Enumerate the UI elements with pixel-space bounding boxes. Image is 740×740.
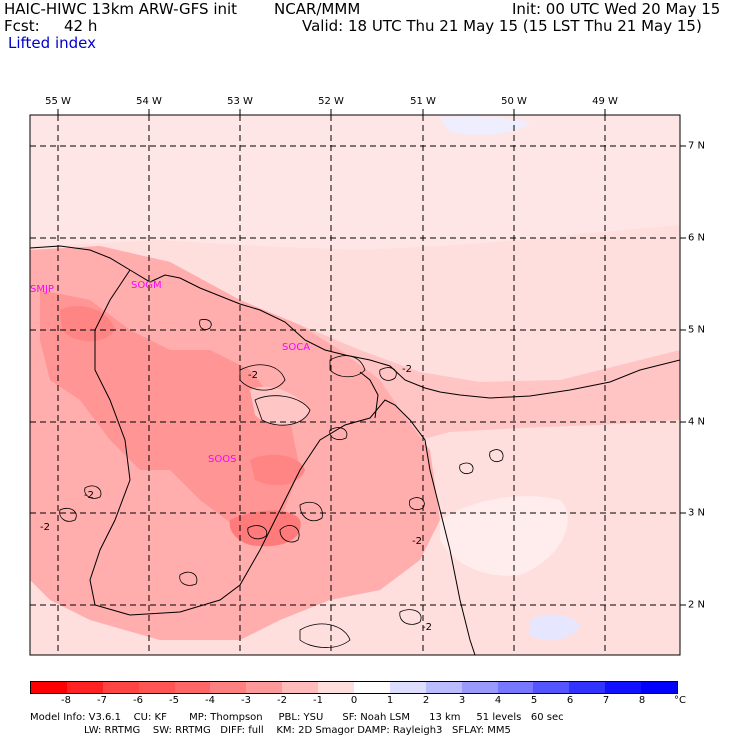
color-scale-label: 0 [350,695,358,706]
interior-fill [40,290,300,530]
lon-ticks [57,109,606,115]
lon-label-52w: 52 W [318,96,344,107]
lat-label-3n: 3 N [688,507,706,519]
color-scale-label: 7 [602,695,610,706]
valid-time: Valid: 18 UTC Thu 21 May 15 (15 LST Thu … [302,17,702,35]
color-scale-unit: °C [674,695,686,706]
weak-cell-2 [440,496,568,576]
color-scale-bar [30,681,678,694]
station-soos: SOOS [208,454,236,465]
color-scale-segment [31,682,67,693]
color-scale-label: -6 [133,695,143,706]
color-scale-segment [66,682,103,693]
color-scale-segment [282,682,319,693]
color-scale-segment [389,682,426,693]
color-scale-segment [246,682,283,693]
strong-cell-3 [60,306,115,342]
fcst-label: Fcst: [4,17,40,35]
grid-lines [30,115,680,655]
color-scale-segment [605,682,642,693]
lat-label-2n: 2 N [688,599,706,611]
station-soca: SOCA [282,342,310,353]
color-scale-label: -7 [97,695,107,706]
fcst-value: 42 h [64,17,98,35]
color-scale-label: 5 [530,695,538,706]
lat-label-5n: 5 N [688,324,706,336]
color-scale-label: -8 [61,695,71,706]
contour-label: -2 [402,364,412,375]
color-scale-segment [569,682,606,693]
lon-label-49w: 49 W [592,96,618,107]
color-scale-segment [354,682,390,693]
color-scale-label: -3 [241,695,251,706]
lon-label-54w: 54 W [136,96,162,107]
color-scale-label: -2 [277,695,287,706]
ocean-fill [30,115,680,250]
lat-ticks [680,145,686,606]
color-scale-label: 2 [422,695,430,706]
color-scale-segment [138,682,175,693]
station-smjp: SMJP [30,284,54,295]
model-info-line-1: Model Info: V3.6.1 CU: KF MP: Thompson P… [30,712,564,723]
low-index-patch [440,116,530,135]
field-name: Lifted index [8,34,96,52]
color-scale-label: -1 [313,695,323,706]
color-scale-segment [425,682,462,693]
coastlines [30,245,680,655]
color-scale-segment [210,682,247,693]
init-time: Init: 00 UTC Wed 20 May 15 [512,0,721,18]
station-sogm: SOGM [131,280,162,291]
contour-lines [59,319,504,648]
org-label: NCAR/MMM [274,0,361,18]
lat-label-6n: 6 N [688,232,706,244]
lon-label-50w: 50 W [501,96,527,107]
color-scale-label: 1 [386,695,394,706]
lon-label-55w: 55 W [45,96,71,107]
model-title: HAIC-HIWC 13km ARW-GFS init [4,0,238,18]
lat-label-7n: 7 N [688,140,706,152]
color-scale-segment [318,682,355,693]
lon-label-53w: 53 W [227,96,253,107]
color-scale-label: 6 [566,695,574,706]
color-scale-segment [641,682,678,693]
color-scale-label: 8 [638,695,646,706]
model-info-line-2: LW: RRTMG SW: RRTMG DIFF: full KM: 2D Sm… [30,725,511,736]
lat-label-4n: 4 N [688,416,706,428]
color-scale-label: -4 [205,695,215,706]
color-scale-label: 3 [458,695,466,706]
strong-cell-2 [250,454,305,486]
color-scale-segment [461,682,498,693]
color-scale-segment [174,682,211,693]
low-index-patch-2 [530,614,580,641]
contour-label: -2 [412,536,422,547]
contour-label: -2 [40,522,50,533]
color-scale-label: 4 [494,695,502,706]
contour-label: -2 [84,490,94,501]
color-scale-segment [102,682,139,693]
color-scale-segment [533,682,570,693]
map-frame [29,114,681,656]
color-scale-segment [497,682,534,693]
lon-label-51w: 51 W [410,96,436,107]
contour-label: -2 [248,370,258,381]
contour-label: -2 [422,622,432,633]
color-scale-label: -5 [169,695,179,706]
